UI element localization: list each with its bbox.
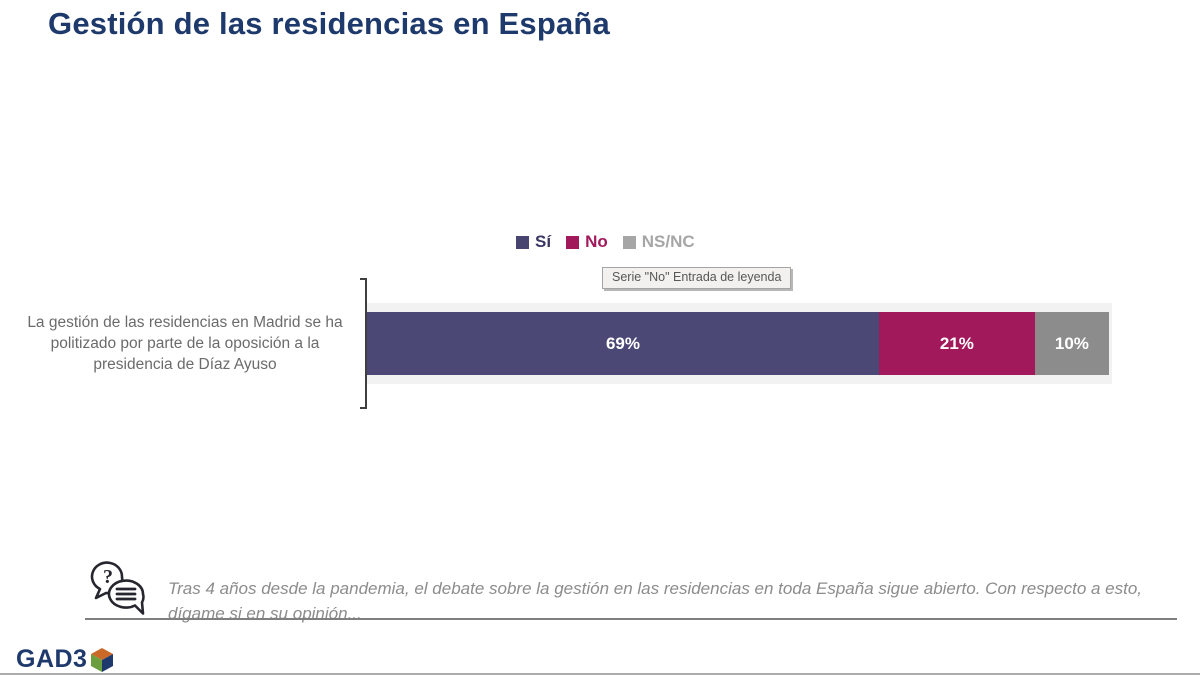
gad3-logo: GAD3 [16, 645, 114, 673]
gad3-logo-text: GAD3 [16, 645, 88, 673]
category-axis-line [365, 278, 367, 409]
legend-swatch-si [516, 235, 529, 249]
survey-question-line1: Tras 4 años desde la pandemia, el debate… [168, 579, 1143, 598]
axis-tick-top [360, 278, 366, 280]
bar-segment-si[interactable]: 69% [367, 312, 879, 375]
data-label-si: 69% [605, 333, 640, 353]
legend-swatch-nsnc [622, 235, 636, 249]
svg-text:?: ? [103, 566, 113, 588]
legend-label-nsnc: NS/NC [641, 232, 695, 251]
data-label-nsnc: 10% [1054, 333, 1089, 353]
footer-divider-line [85, 618, 1177, 620]
legend-item-no[interactable]: No [566, 232, 608, 252]
page-title: Gestión de las residencias en España [48, 6, 610, 41]
category-axis-label: La gestión de las residencias en Madrid … [27, 314, 343, 373]
axis-tick-bottom [360, 407, 366, 409]
legend-hover-tooltip: Serie "No" Entrada de leyenda [602, 267, 792, 289]
legend-item-nsnc[interactable]: NS/NC [622, 232, 695, 252]
legend-label-si: Sí [535, 232, 552, 251]
chart-legend: Sí No NS/NC [516, 232, 695, 252]
bar-segment-no[interactable]: 21% [878, 312, 1035, 375]
stacked-bar: 69% 21% 10% [367, 312, 1109, 375]
question-chat-icon: ? [88, 561, 148, 622]
legend-item-si[interactable]: Sí [516, 232, 551, 252]
legend-label-no: No [585, 232, 608, 251]
legend-swatch-no [566, 235, 580, 249]
survey-question-line2: dígame si en su opinión... [168, 604, 362, 623]
gad3-cube-icon [91, 647, 114, 672]
bar-segment-nsnc[interactable]: 10% [1034, 312, 1109, 375]
data-label-no: 21% [939, 333, 974, 353]
